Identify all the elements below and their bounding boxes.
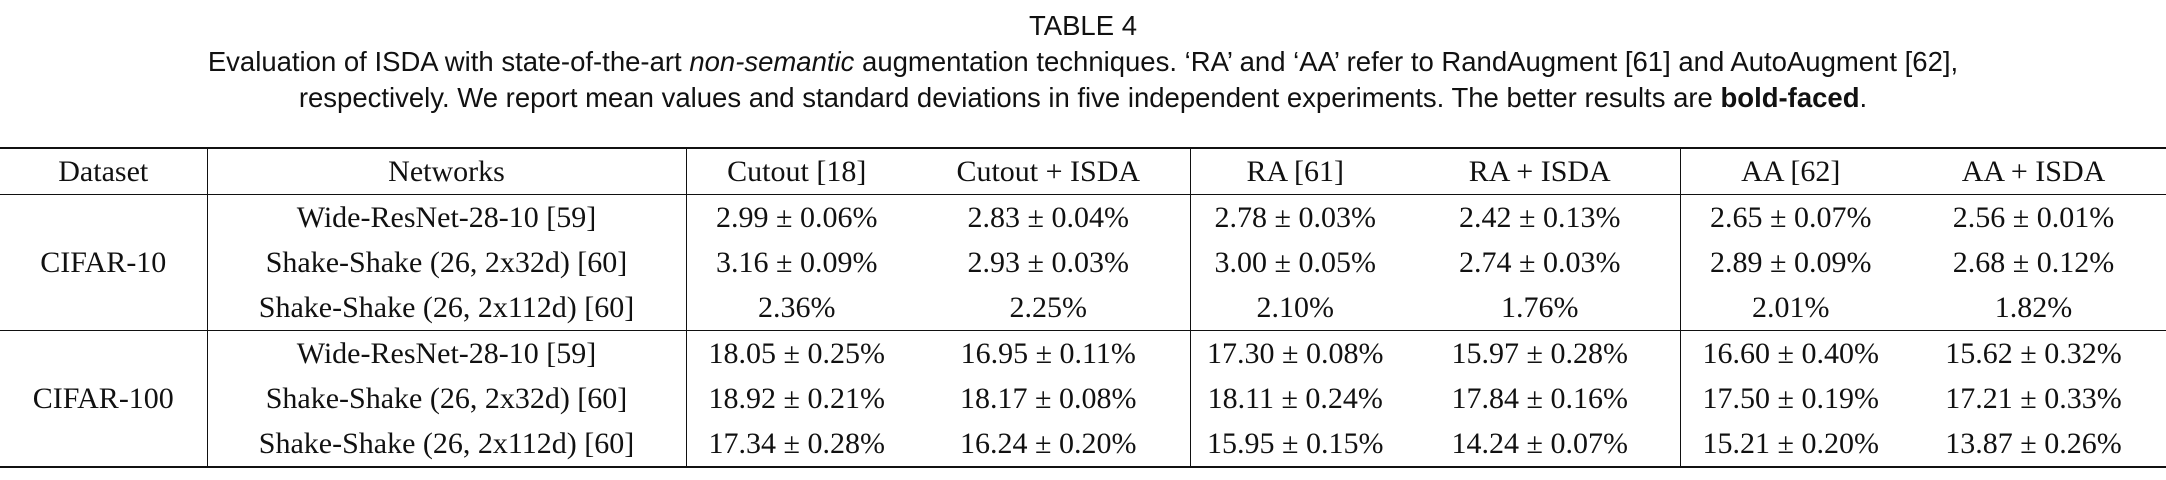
row: CIFAR-10 Wide-ResNet-28-10 [59] 2.99 ± 0.0… bbox=[0, 194, 2166, 331]
dataset-cell: CIFAR-100 bbox=[0, 330, 208, 467]
value-cell: 2.56 ± 0.01% bbox=[1952, 200, 2115, 234]
value-cell: 2.25% bbox=[907, 285, 1191, 331]
row: Shake-Shake (26, 2x32d) [60] 3.16 ± 0.09%… bbox=[0, 240, 2166, 285]
value-cell: 17.84 ± 0.16% bbox=[1400, 376, 1681, 421]
header-cell: Cutout + ISDA bbox=[907, 148, 1191, 195]
header-cell: AA [62] bbox=[1741, 154, 1841, 188]
value-cell: 15.95 ± 0.15% bbox=[1207, 426, 1384, 460]
value-cell: 15.21 ± 0.20% bbox=[1702, 426, 1879, 460]
header-row: Dataset Networks Cutout [18] Cutout + ISDA R… bbox=[0, 148, 2166, 195]
value-cell: 3.16 ± 0.09% bbox=[716, 245, 878, 279]
network-cell: Shake-Shake (26, 2x32d) [60] bbox=[207, 240, 687, 285]
value-cell: 18.11 ± 0.24% bbox=[1207, 381, 1383, 415]
value-cell: 2.01% bbox=[1752, 290, 1830, 324]
value-cell: 2.42 ± 0.13% bbox=[1400, 194, 1681, 240]
caption-text: augmentation techniques. ‘RA’ and ‘AA’ r… bbox=[854, 46, 1959, 77]
value-cell: 15.62 ± 0.32% bbox=[1945, 336, 2122, 370]
value-cell: 2.65 ± 0.07% bbox=[1710, 200, 1872, 234]
dataset-cell: CIFAR-10 bbox=[0, 194, 208, 331]
header-cell: AA + ISDA bbox=[1961, 154, 2106, 188]
value-cell: 17.34 ± 0.28% bbox=[708, 426, 885, 460]
value-cell: 3.00 ± 0.05% bbox=[1214, 245, 1376, 279]
network-cell: Shake-Shake (26, 2x112d) [60] bbox=[207, 285, 687, 331]
header-cell: Cutout [18] bbox=[727, 154, 867, 188]
value-cell: 15.97 ± 0.28% bbox=[1400, 330, 1681, 376]
value-cell: 2.99 ± 0.06% bbox=[716, 200, 878, 234]
value-cell: 2.83 ± 0.04% bbox=[907, 194, 1191, 240]
results-table: Dataset Networks Cutout [18] Cutout + ISDA R… bbox=[0, 147, 2166, 468]
group: CIFAR-100 Wide-ResNet-28-10 [59] 18.05 ± 0… bbox=[0, 330, 2166, 467]
value-cell: 18.92 ± 0.21% bbox=[708, 381, 885, 415]
header-cell: Networks bbox=[207, 148, 687, 195]
caption: TABLE 4 Evaluation of ISDA with state-of… bbox=[0, 8, 2166, 116]
row: CIFAR-100 Wide-ResNet-28-10 [59] 18.05 ± 0… bbox=[0, 330, 2166, 467]
network-cell: Wide-ResNet-28-10 [59] bbox=[207, 330, 687, 376]
value-cell: 18.05 ± 0.25% bbox=[708, 336, 885, 370]
value-cell: 1.82% bbox=[1994, 290, 2073, 324]
row: Shake-Shake (26, 2x112d) [60] 2.36% 2.25% 2… bbox=[0, 285, 2166, 331]
value-cell: 2.89 ± 0.09% bbox=[1710, 245, 1872, 279]
value-cell: 18.17 ± 0.08% bbox=[907, 376, 1191, 421]
caption-emphasis: bold-faced bbox=[1720, 82, 1860, 113]
header-cell: RA [61] bbox=[1246, 154, 1345, 188]
value-cell: 16.24 ± 0.20% bbox=[907, 421, 1191, 467]
value-cell: 1.76% bbox=[1400, 285, 1681, 331]
value-cell: 2.36% bbox=[758, 290, 836, 324]
header-cell: Dataset bbox=[0, 148, 208, 195]
caption-text: respectively. We report mean values and … bbox=[298, 82, 1721, 113]
value-cell: 17.21 ± 0.33% bbox=[1945, 381, 2122, 415]
caption-text: Evaluation of ISDA with state-of-the-art bbox=[207, 46, 690, 77]
network-cell: Shake-Shake (26, 2x112d) [60] bbox=[207, 421, 687, 467]
value-cell: 16.60 ± 0.40% bbox=[1702, 336, 1879, 370]
value-cell: 17.50 ± 0.19% bbox=[1702, 381, 1879, 415]
header-cell: RA + ISDA bbox=[1400, 148, 1681, 195]
value-cell: 2.93 ± 0.03% bbox=[907, 240, 1191, 285]
table-title: TABLE 4 bbox=[1028, 10, 1137, 41]
caption-emphasis: non-semantic bbox=[689, 46, 855, 77]
value-cell: 14.24 ± 0.07% bbox=[1400, 421, 1681, 467]
value-cell: 13.87 ± 0.26% bbox=[1945, 426, 2122, 460]
value-cell: 17.30 ± 0.08% bbox=[1207, 336, 1384, 370]
row: Shake-Shake (26, 2x32d) [60] 18.92 ± 0.21… bbox=[0, 376, 2166, 421]
value-cell: 16.95 ± 0.11% bbox=[907, 330, 1191, 376]
caption-text: . bbox=[1859, 82, 1868, 113]
group: CIFAR-10 Wide-ResNet-28-10 [59] 2.99 ± 0.0… bbox=[0, 194, 2166, 331]
value-cell: 2.10% bbox=[1256, 290, 1335, 324]
value-cell: 2.74 ± 0.03% bbox=[1400, 240, 1681, 285]
value-cell: 2.78 ± 0.03% bbox=[1214, 200, 1376, 234]
network-cell: Wide-ResNet-28-10 [59] bbox=[207, 194, 687, 240]
value-cell: 2.68 ± 0.12% bbox=[1952, 245, 2115, 279]
network-cell: Shake-Shake (26, 2x32d) [60] bbox=[207, 376, 687, 421]
row: Shake-Shake (26, 2x112d) [60] 17.34 ± 0.2… bbox=[0, 421, 2166, 467]
